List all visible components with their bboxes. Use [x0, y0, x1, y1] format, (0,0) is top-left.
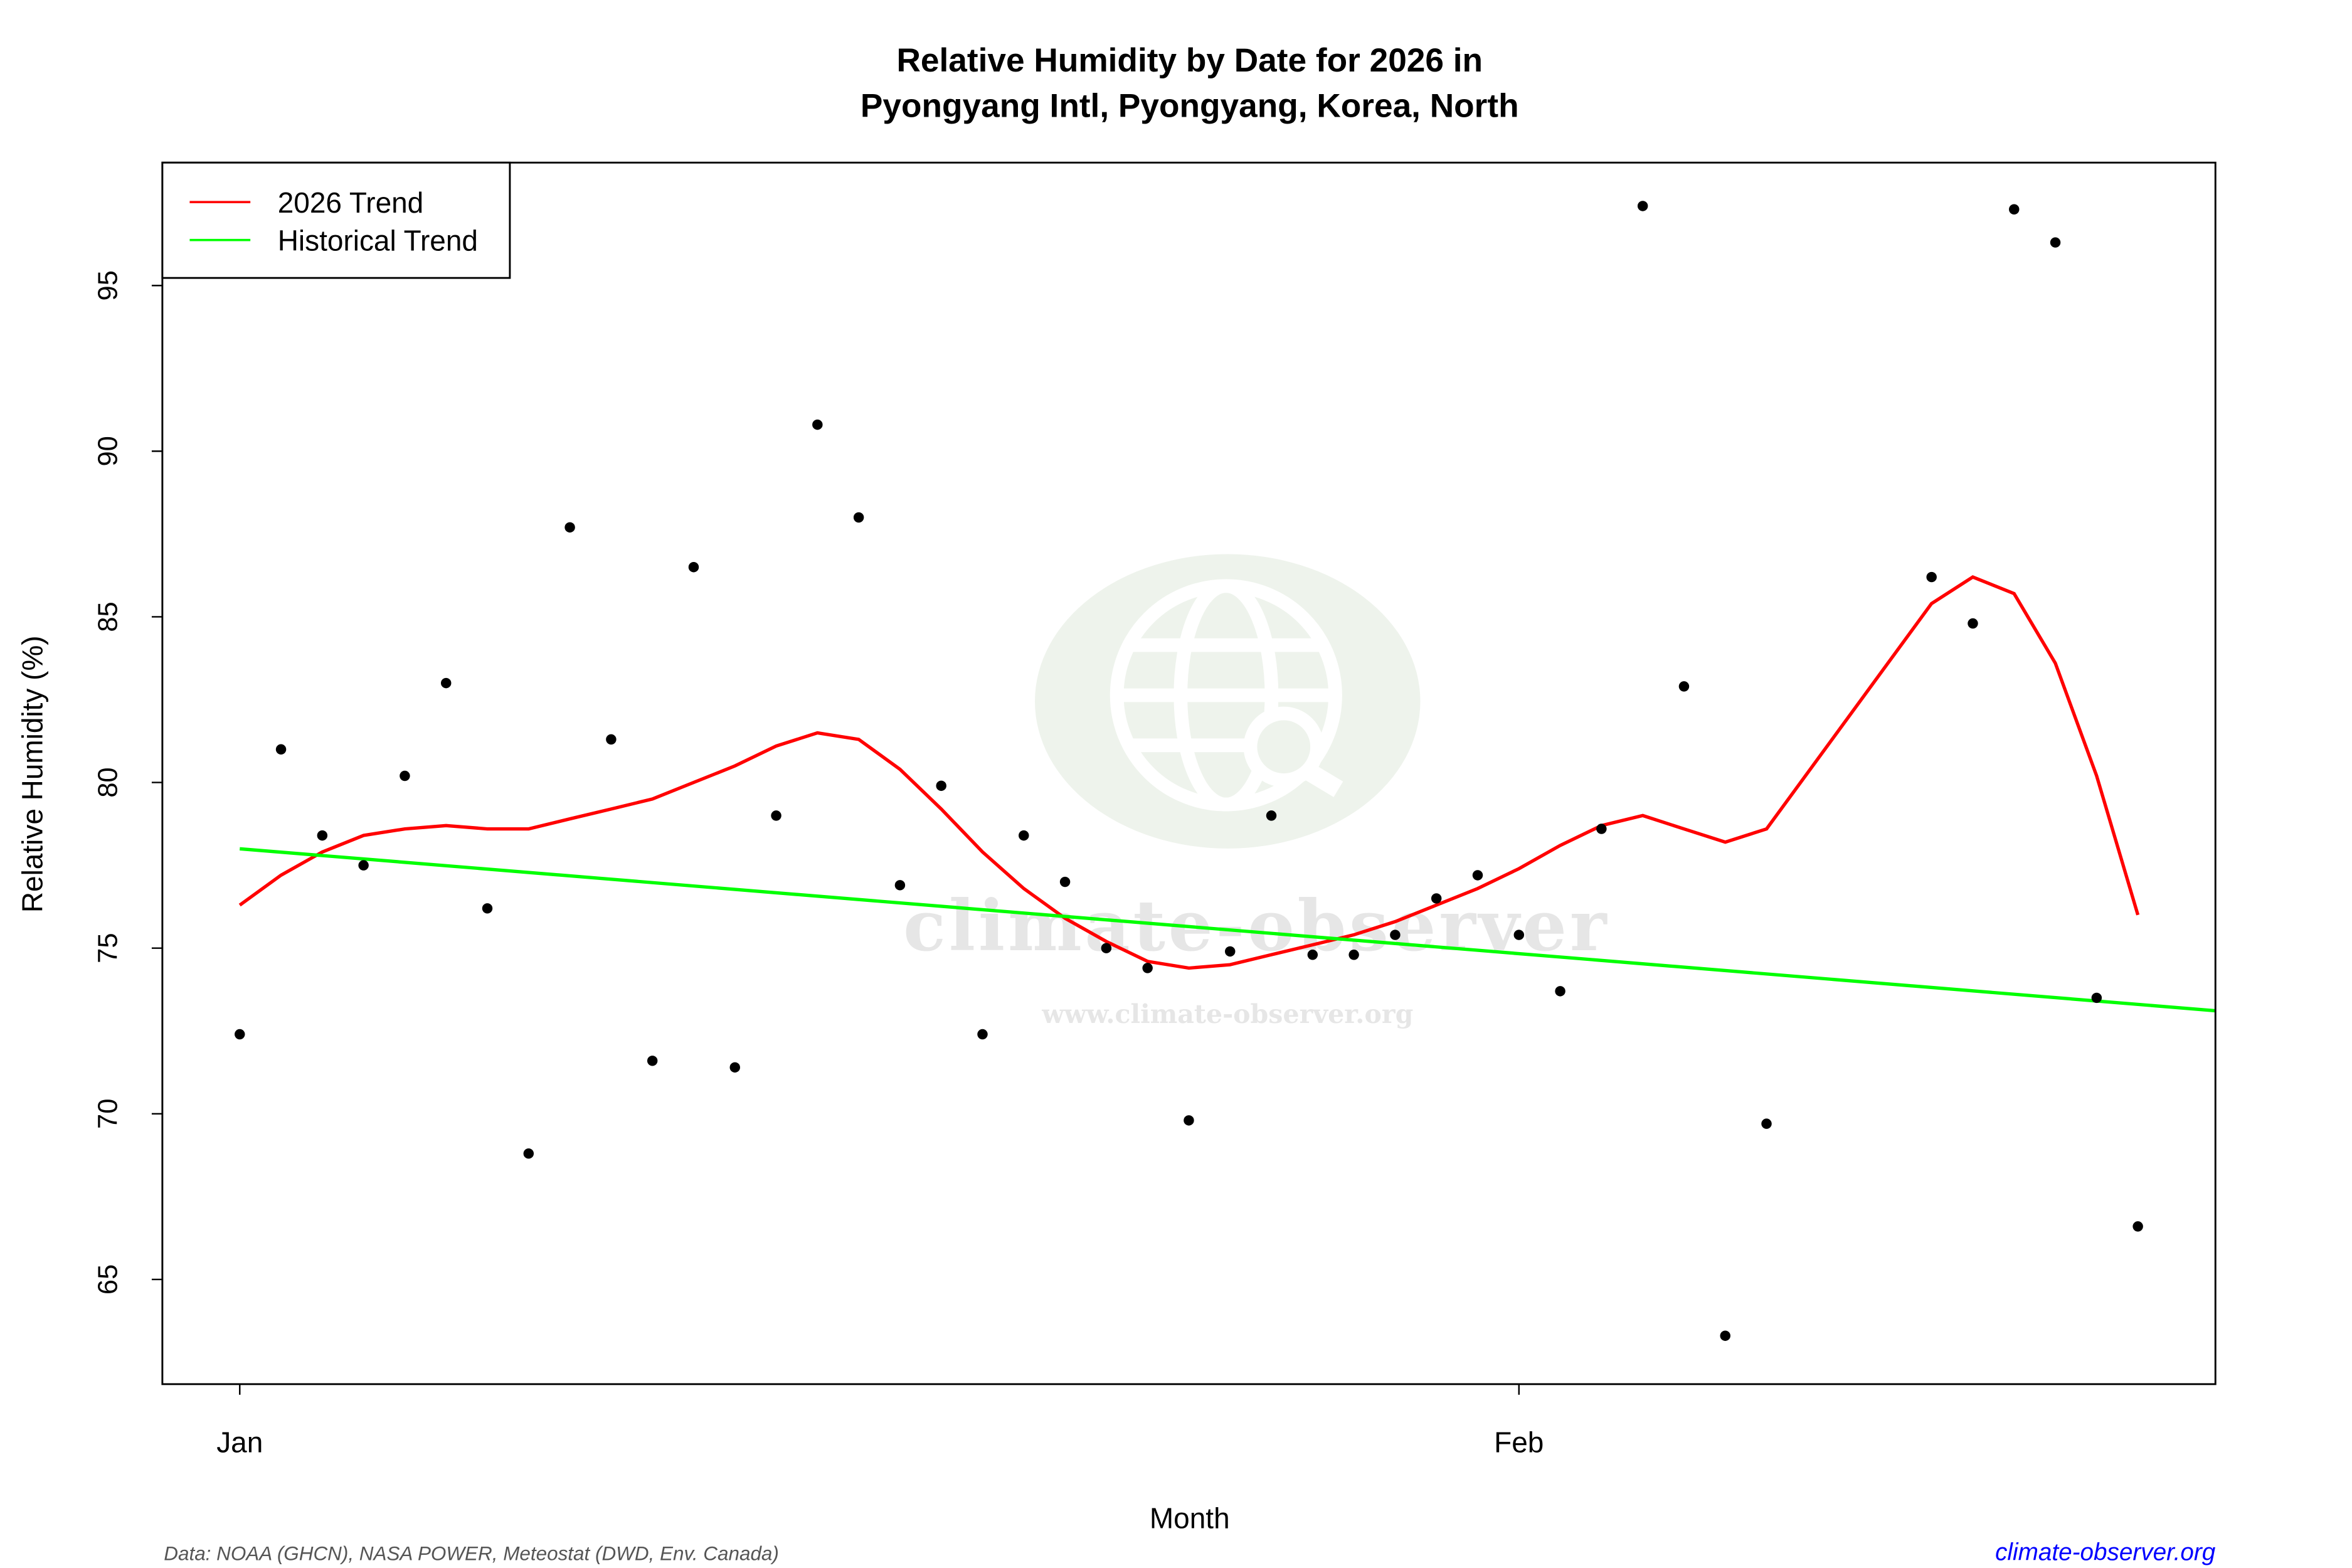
data-point	[523, 1148, 534, 1159]
data-point	[1390, 930, 1401, 940]
data-point	[1019, 830, 1029, 841]
data-point	[1225, 946, 1236, 957]
y-tick-label: 80	[93, 767, 123, 797]
data-point	[2050, 237, 2061, 248]
legend-box	[161, 161, 511, 279]
legend-label-2026-trend: 2026 Trend	[278, 186, 424, 219]
y-tick-label: 70	[93, 1099, 123, 1129]
data-point	[771, 810, 781, 821]
data-point	[936, 780, 946, 792]
series-line-2026-trend	[238, 575, 2140, 970]
y-tick-label: 85	[93, 601, 123, 632]
data-point	[1968, 618, 1978, 629]
x-tick-label: Jan	[216, 1426, 263, 1459]
y-axis-label: Relative Humidity (%)	[16, 635, 49, 913]
data-point	[1678, 681, 1690, 692]
data-point	[977, 1029, 988, 1040]
x-axis-label: Month	[1150, 1502, 1230, 1535]
data-point	[1266, 810, 1277, 821]
data-point	[1101, 943, 1112, 953]
data-point	[275, 744, 287, 755]
data-point	[1059, 876, 1071, 887]
data-point	[1307, 950, 1318, 960]
data-point	[2009, 204, 2020, 215]
data-point	[1637, 201, 1648, 211]
data-point	[1926, 571, 1937, 583]
data-point	[894, 880, 906, 891]
data-point	[440, 677, 452, 689]
watermark: climate-observer www.climate-observer.or…	[903, 554, 1609, 1029]
data-point	[853, 512, 864, 523]
data-point	[1348, 950, 1359, 960]
data-point	[2132, 1221, 2143, 1232]
chart-title-line1: Relative Humidity by Date for 2026 in	[896, 42, 1483, 79]
series-line-historical-trend	[240, 847, 2216, 1013]
data-point	[235, 1029, 245, 1040]
watermark-url: www.climate-observer.org	[1041, 999, 1413, 1029]
data-point	[1555, 986, 1565, 997]
legend: 2026 Trend Historical Trend	[161, 161, 511, 279]
data-point	[317, 830, 328, 841]
data-point	[1513, 930, 1524, 940]
data-point	[400, 770, 410, 781]
data-point	[1184, 1115, 1194, 1126]
data-point	[1596, 824, 1607, 834]
data-point	[1472, 870, 1483, 881]
y-tick-label: 90	[93, 436, 123, 466]
data-point	[482, 903, 493, 914]
x-axis: Jan Feb	[216, 1384, 1544, 1459]
data-point	[1720, 1330, 1730, 1341]
data-point	[564, 522, 575, 533]
chart-title-line2: Pyongyang Intl, Pyongyang, Korea, North	[861, 88, 1519, 125]
y-tick-label: 95	[93, 270, 123, 300]
y-tick-label: 75	[93, 933, 123, 963]
footer-source: Data: NOAA (GHCN), NASA POWER, Meteostat…	[164, 1543, 779, 1565]
y-axis: 65 70 75 80 85 90 95	[93, 270, 162, 1295]
legend-label-historical-trend: Historical Trend	[278, 225, 478, 257]
data-point	[688, 562, 699, 573]
footer-site-link[interactable]: climate-observer.org	[1995, 1539, 2216, 1565]
data-point	[729, 1062, 740, 1073]
data-point	[647, 1056, 658, 1066]
data-point	[358, 860, 369, 871]
data-point	[812, 419, 823, 430]
x-tick-label: Feb	[1494, 1426, 1544, 1459]
globe-search-icon	[1110, 579, 1343, 812]
y-tick-label: 65	[93, 1264, 123, 1295]
plot-frame	[161, 161, 2217, 1385]
data-point	[1431, 893, 1442, 904]
data-point	[606, 734, 617, 745]
data-point	[1761, 1118, 1772, 1129]
data-point	[1142, 963, 1153, 973]
watermark-name: climate-observer	[903, 886, 1609, 967]
data-point	[2091, 992, 2102, 1004]
